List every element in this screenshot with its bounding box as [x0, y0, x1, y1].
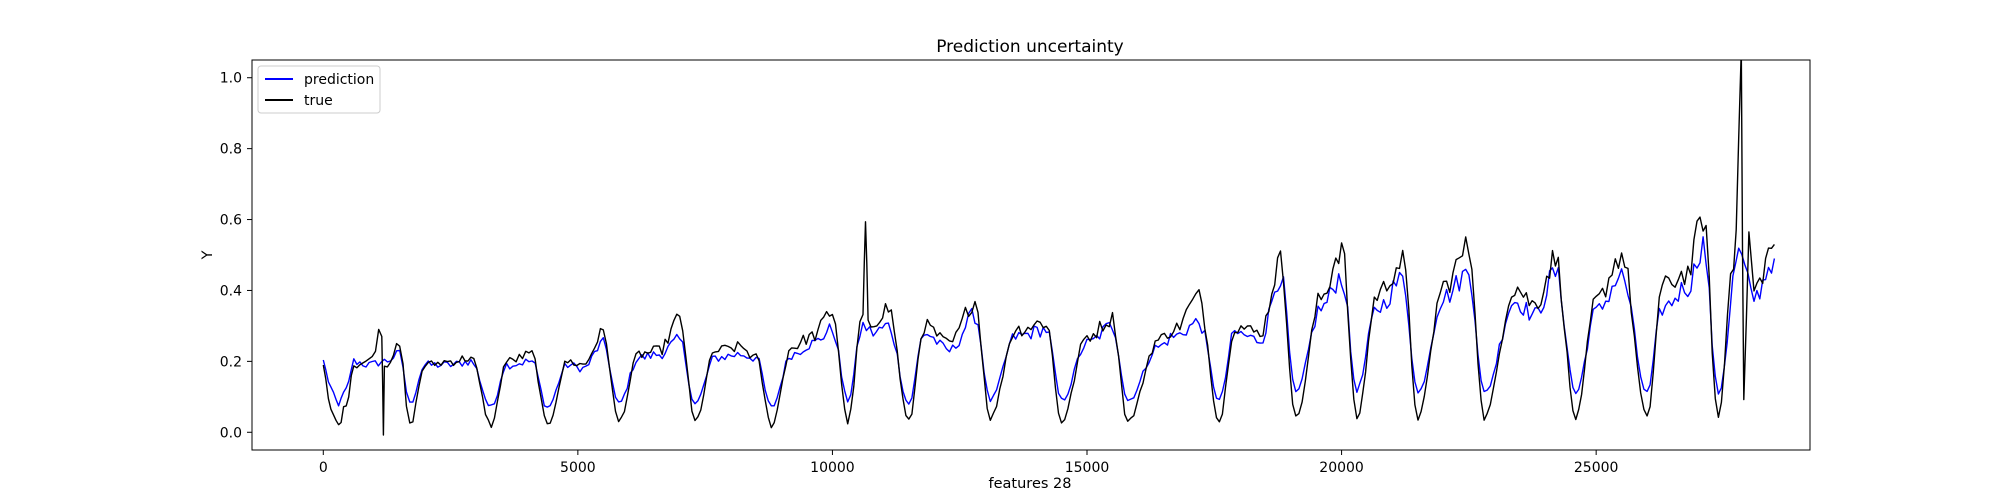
series-line-true	[322, 60, 1775, 436]
y-tick-label: 0.4	[220, 283, 242, 299]
x-tick-label: 5000	[560, 460, 596, 476]
y-tick-label: 0.2	[220, 354, 242, 370]
series-layer	[322, 60, 1776, 436]
plot-frame	[251, 59, 1811, 451]
chart-title: Prediction uncertainty	[936, 37, 1124, 57]
legend-box	[257, 65, 381, 114]
x-tick-label: 20000	[1319, 460, 1364, 476]
legend-label-prediction: prediction	[304, 72, 374, 88]
x-axis: 0 5000 10000 15000 20000 25000	[319, 450, 1619, 476]
y-tick-label: 0.6	[220, 213, 242, 229]
plot-area	[251, 59, 1811, 451]
x-tick-label: 25000	[1574, 460, 1619, 476]
y-tick-label: 0.0	[220, 425, 242, 441]
x-tick-label: 15000	[1065, 460, 1110, 476]
y-axis: 0.0 0.2 0.4 0.6 0.8 1.0	[220, 71, 252, 441]
y-axis-label: Y	[200, 250, 216, 260]
x-tick-label: 0	[319, 460, 328, 476]
x-axis-label: features 28	[989, 476, 1072, 492]
y-tick-label: 0.8	[220, 142, 242, 158]
x-tick-label: 10000	[810, 460, 855, 476]
legend-label-true: true	[304, 93, 333, 109]
legend: prediction true	[257, 65, 381, 114]
y-tick-label: 1.0	[220, 71, 242, 87]
